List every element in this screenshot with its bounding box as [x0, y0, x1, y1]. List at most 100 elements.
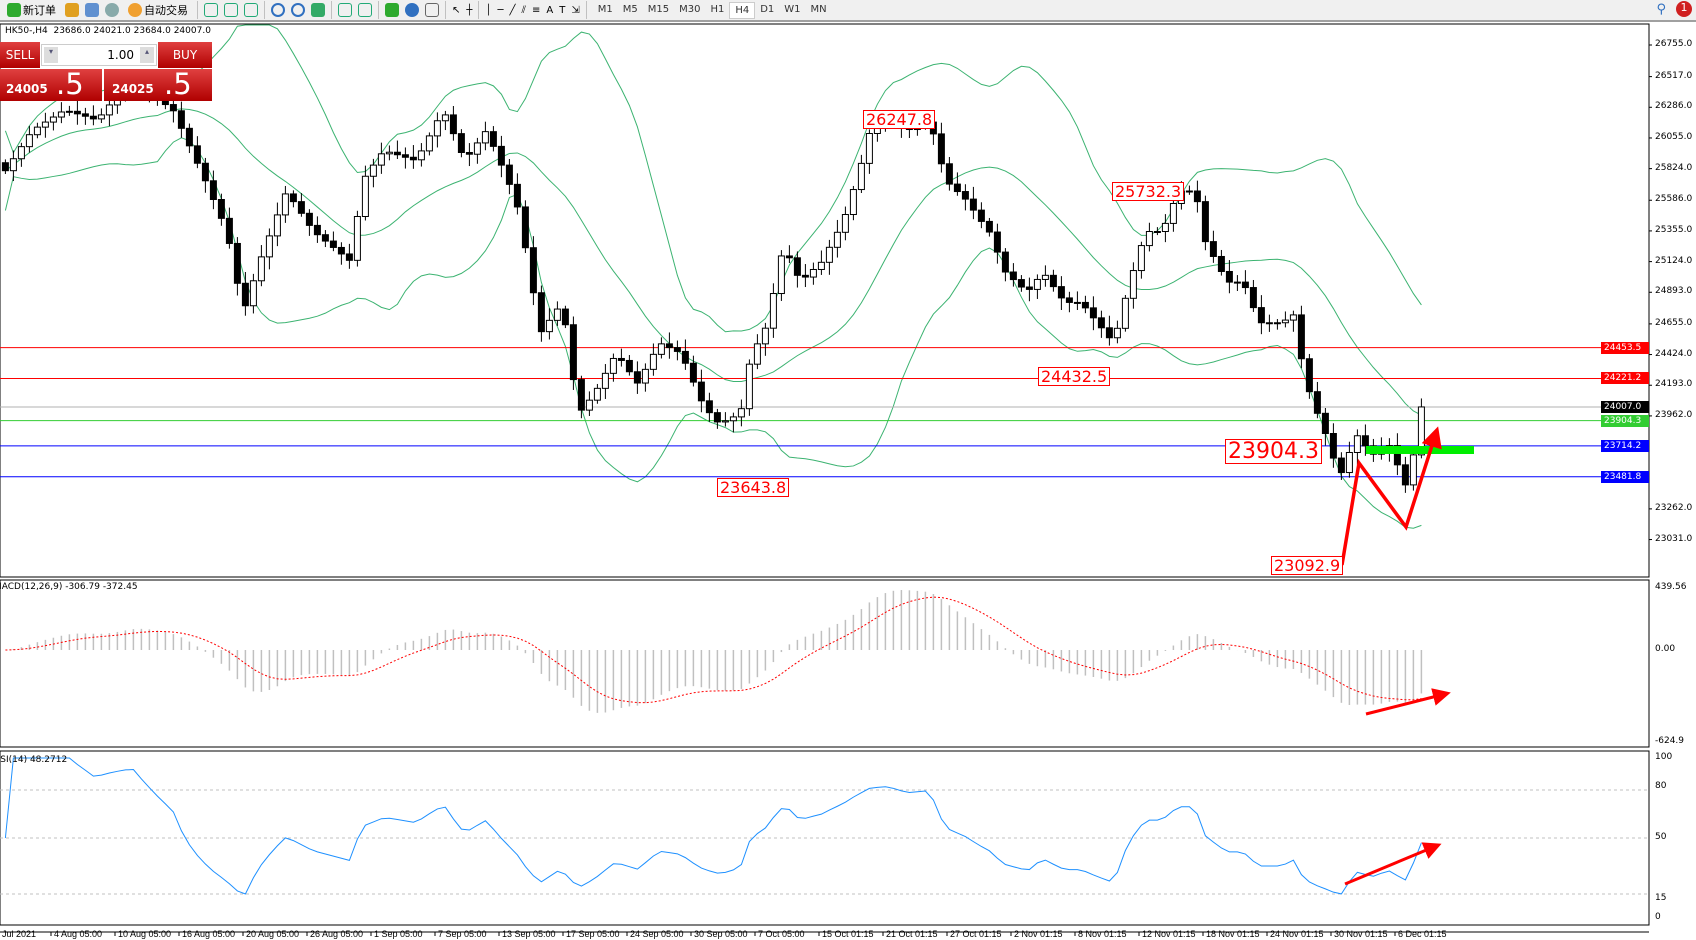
- horizontal-line-icon[interactable]: ─: [497, 4, 504, 16]
- time-tick-label: 10 Aug 05:00: [118, 929, 172, 939]
- candle-body: [937, 133, 945, 165]
- rsi-panel-frame: [0, 750, 1650, 926]
- volume-input[interactable]: 1.00: [107, 48, 134, 62]
- annotation-high[interactable]: 26247.8: [863, 110, 936, 129]
- chart-shift-icon[interactable]: [358, 3, 372, 17]
- candle-body: [817, 261, 825, 270]
- annotation-resistance[interactable]: 23904.3: [1225, 439, 1322, 464]
- candle-body: [849, 189, 857, 216]
- timeframe-m15[interactable]: M15: [647, 3, 670, 15]
- price-tick-label: 25124.0: [1655, 255, 1693, 266]
- text-label-icon[interactable]: T: [559, 4, 566, 16]
- increase-volume-icon[interactable]: ▴: [140, 47, 154, 63]
- candle-body: [537, 292, 545, 333]
- candle-body: [969, 198, 977, 211]
- candle-body: [857, 162, 865, 191]
- candle-body: [1265, 322, 1273, 325]
- candle-body: [1313, 391, 1321, 414]
- candle-body: [761, 327, 769, 345]
- candle-body: [633, 371, 641, 384]
- buy-price-button[interactable]: 24025 .5: [104, 67, 212, 101]
- candle-body: [585, 399, 593, 411]
- annotation-swing-low[interactable]: 24432.5: [1038, 367, 1111, 386]
- periods-clock-icon[interactable]: [405, 3, 419, 17]
- candle-body: [249, 280, 257, 307]
- annotation-swing-high[interactable]: 25732.3: [1112, 182, 1185, 201]
- time-tick-label: 27 Oct 01:15: [950, 929, 1002, 939]
- candle-body: [673, 347, 681, 352]
- macd-tick-label: 0.00: [1655, 644, 1676, 654]
- candle-body: [65, 110, 73, 113]
- price-axis: [1650, 24, 1696, 932]
- navigator-icon[interactable]: [85, 3, 99, 17]
- timeframe-d1[interactable]: D1: [760, 3, 775, 15]
- search-icon[interactable]: ⚲: [1656, 2, 1666, 17]
- text-icon[interactable]: A: [546, 4, 554, 16]
- macd-tick-label: -624.9: [1655, 736, 1685, 746]
- chart-header: HK50-,H4 23686.0 24021.0 23684.0 24007.0: [5, 26, 211, 36]
- candle-body: [1105, 327, 1113, 339]
- candle-body: [225, 217, 233, 244]
- rsi-tick-label: 100: [1655, 752, 1673, 762]
- time-tick-label: 6 Dec 01:15: [1398, 929, 1447, 939]
- new-order-button[interactable]: 新订单: [4, 0, 59, 20]
- autoscroll-icon[interactable]: [338, 3, 352, 17]
- timeframe-mn[interactable]: MN: [810, 3, 827, 15]
- time-tick-label: 21 Oct 01:15: [886, 929, 938, 939]
- price-tick-label: 24193.0: [1655, 379, 1693, 390]
- timeframe-h4[interactable]: H4: [729, 1, 756, 19]
- annotation-recent-low[interactable]: 23092.9: [1271, 556, 1344, 575]
- bar-chart-icon[interactable]: [204, 3, 218, 17]
- buy-price-pip: .5: [164, 67, 192, 101]
- resistance-zone-bar: [1366, 446, 1474, 454]
- timeframe-m5[interactable]: M5: [622, 3, 638, 15]
- toolbar: 新订单 自动交易 ↖ ┼ │ ─ ╱ ⫽ ≡ A T ⇲ M1 M5 M15 M30 H…: [0, 0, 1696, 22]
- sell-price-button[interactable]: 24005 .5: [0, 67, 102, 101]
- trendline-icon[interactable]: ╱: [509, 4, 516, 16]
- price-tick-label: 24893.0: [1655, 286, 1693, 297]
- candle-body: [105, 104, 113, 116]
- timeframe-w1[interactable]: W1: [784, 3, 801, 15]
- candlestick-icon[interactable]: [224, 3, 238, 17]
- fibonacci-icon[interactable]: ≡: [531, 4, 541, 16]
- tile-windows-icon[interactable]: [311, 3, 325, 17]
- buy-button[interactable]: BUY: [158, 42, 212, 68]
- candle-body: [25, 134, 33, 148]
- candle-body: [289, 193, 297, 203]
- candle-body: [1353, 435, 1361, 453]
- notification-badge[interactable]: 1: [1676, 1, 1692, 17]
- zoom-in-icon[interactable]: [271, 3, 285, 17]
- rsi-tick-label: 80: [1655, 781, 1667, 791]
- candle-body: [177, 110, 185, 129]
- candle-body: [545, 319, 553, 333]
- indicators-icon[interactable]: [385, 3, 399, 17]
- candle-body: [1153, 231, 1161, 234]
- timeframe-h1[interactable]: H1: [710, 3, 725, 15]
- decrease-volume-icon[interactable]: ▾: [44, 47, 58, 63]
- annotation-low[interactable]: 23643.8: [717, 478, 790, 497]
- signals-icon[interactable]: [105, 3, 119, 17]
- templates-icon[interactable]: [425, 3, 439, 17]
- vertical-line-icon[interactable]: │: [485, 4, 492, 16]
- volume-stepper[interactable]: ▾ 1.00 ▴: [41, 44, 157, 66]
- auto-trading-button[interactable]: 自动交易: [125, 0, 191, 20]
- cursor-icon[interactable]: ↖: [452, 4, 461, 16]
- macd-signal-line: [5, 596, 1422, 704]
- candle-body: [697, 381, 705, 402]
- crosshair-icon[interactable]: ┼: [466, 4, 473, 16]
- market-watch-icon[interactable]: [65, 3, 79, 17]
- timeframe-m30[interactable]: M30: [679, 3, 701, 15]
- arrows-icon[interactable]: ⇲: [571, 4, 580, 16]
- zoom-out-icon[interactable]: [291, 3, 305, 17]
- candle-body: [313, 224, 321, 236]
- line-chart-icon[interactable]: [244, 3, 258, 17]
- time-tick-label: 13 Sep 05:00: [502, 929, 556, 939]
- timeframe-m1[interactable]: M1: [597, 3, 613, 15]
- time-tick-label: 4 Aug 05:00: [54, 929, 103, 939]
- candle-body: [1065, 297, 1073, 303]
- sell-price: 24005: [6, 82, 48, 96]
- candle-body: [241, 282, 249, 307]
- channel-icon[interactable]: ⫽: [521, 4, 526, 16]
- sell-button[interactable]: SELL: [0, 42, 40, 68]
